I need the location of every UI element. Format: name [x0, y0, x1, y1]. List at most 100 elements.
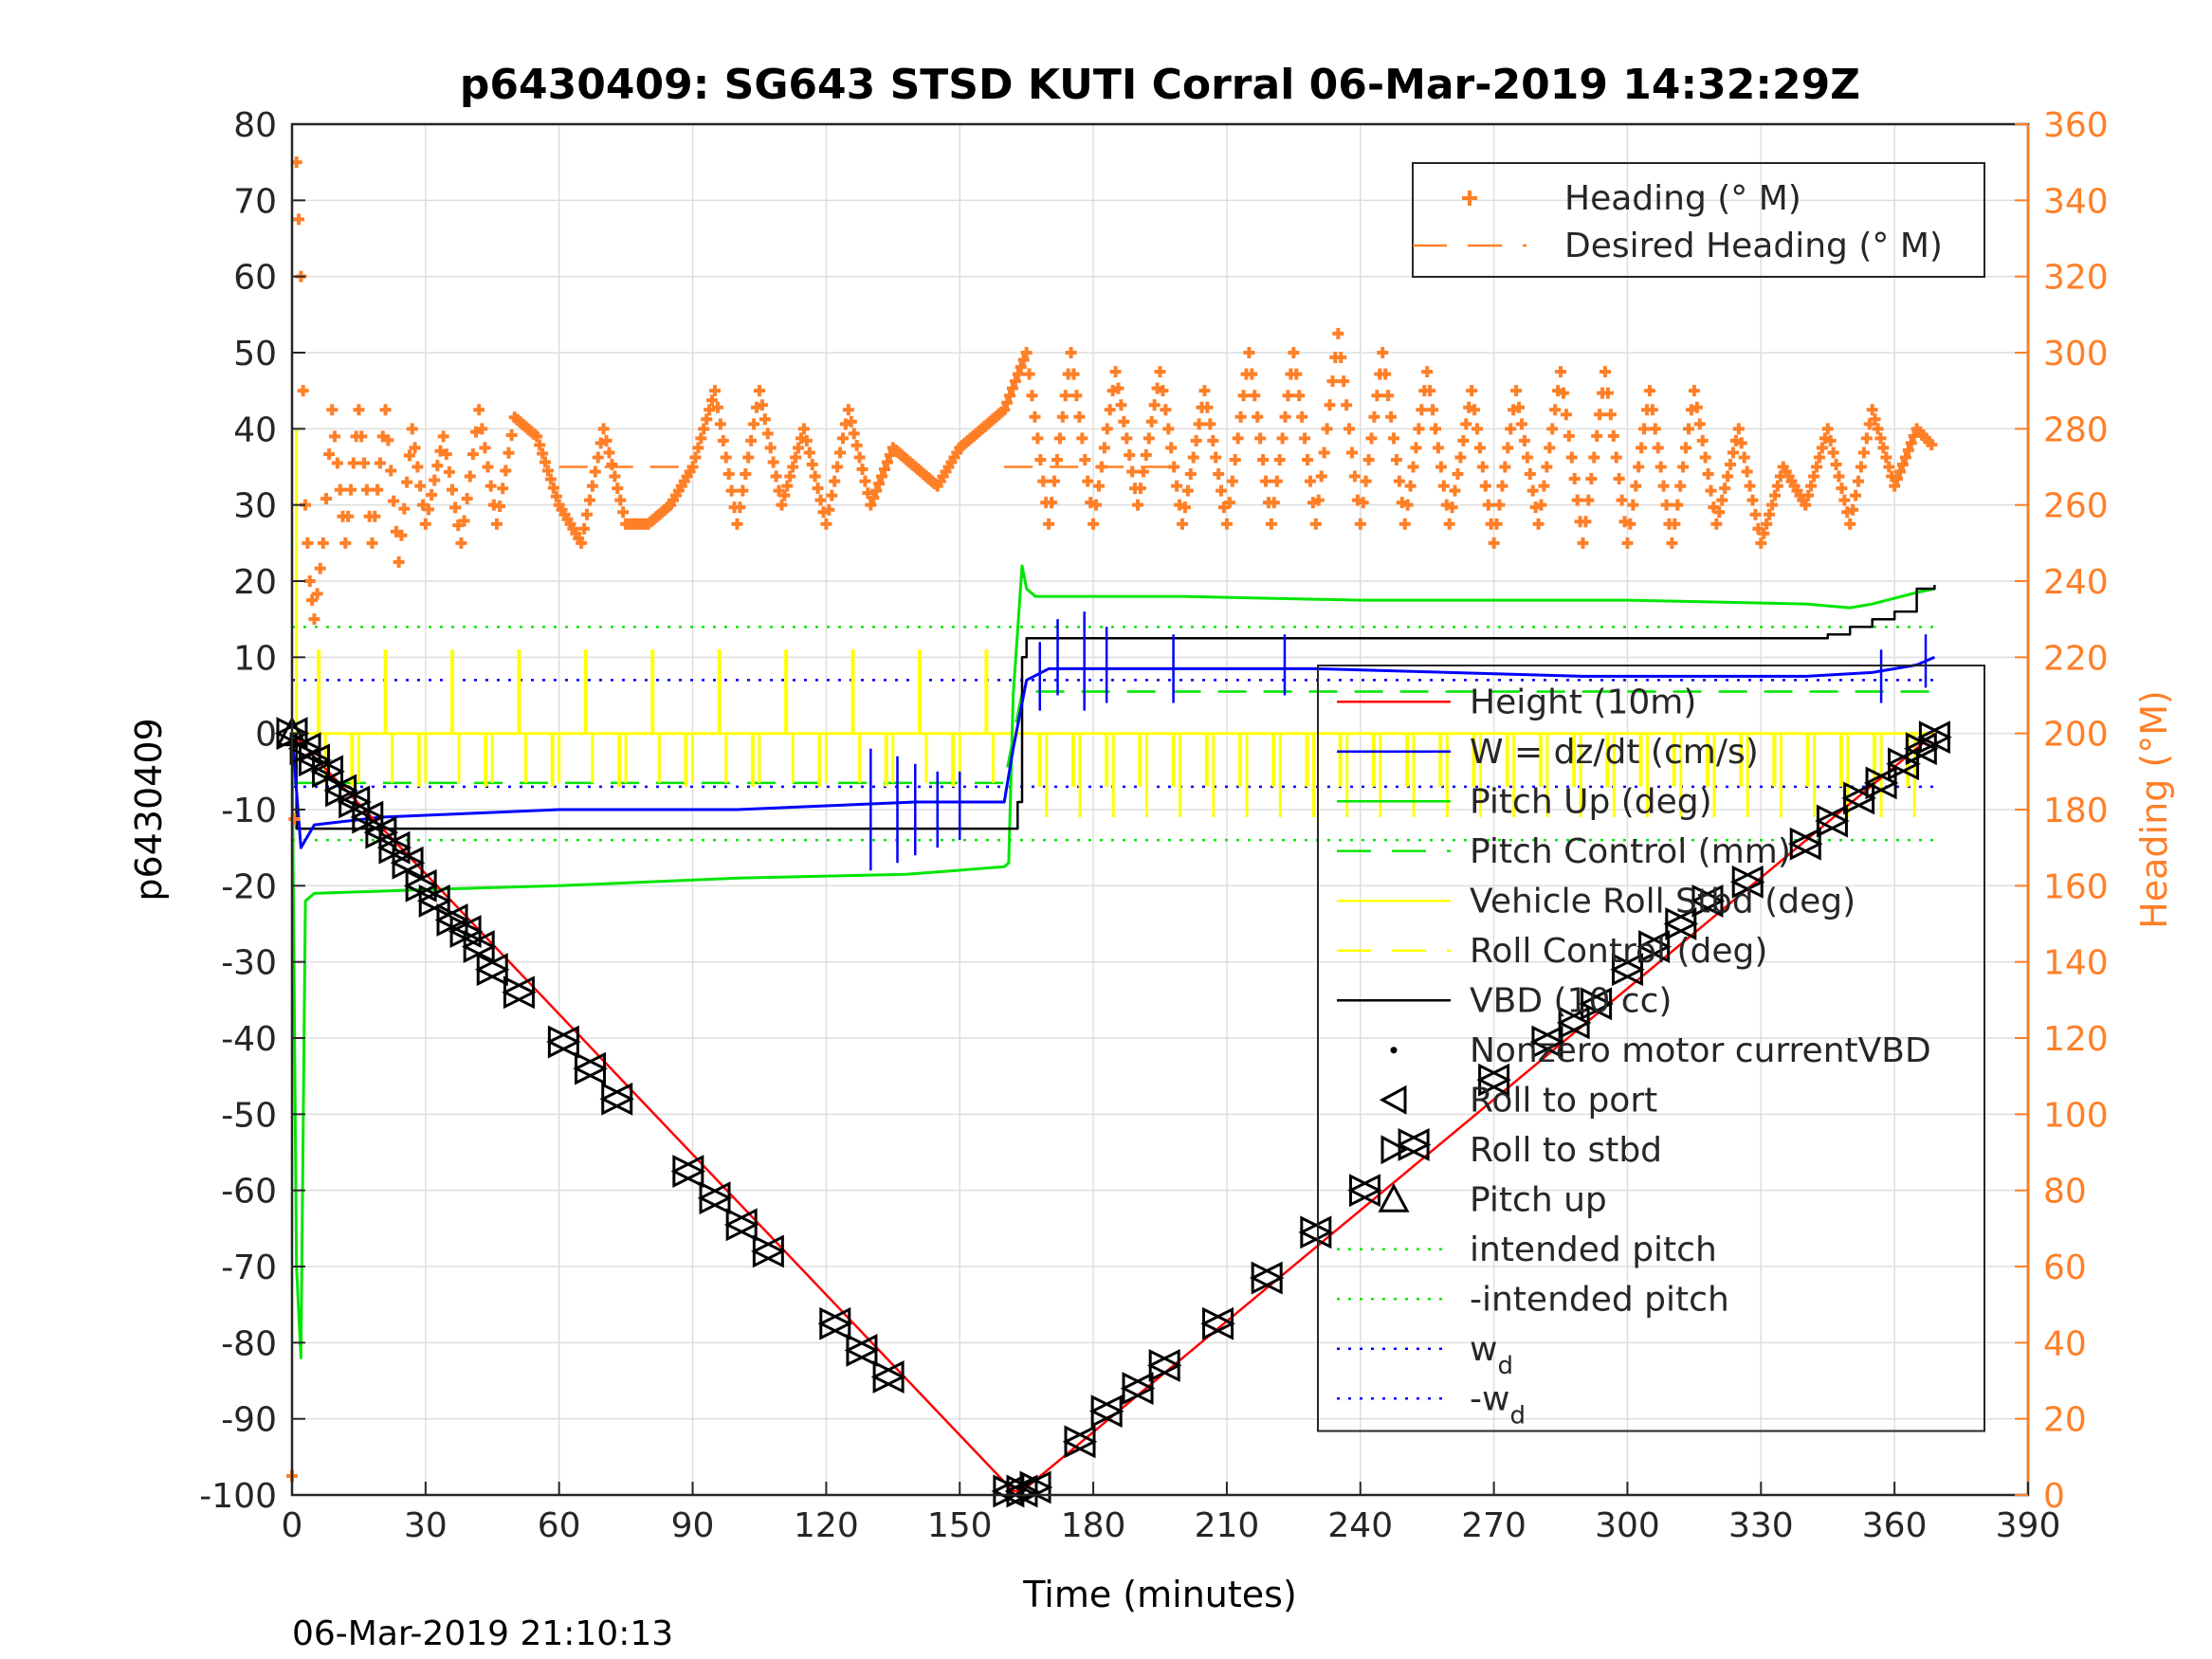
heading-point: [823, 503, 835, 516]
heading-point: [1479, 480, 1491, 492]
heading-point: [1582, 494, 1595, 506]
heading-point: [503, 447, 515, 459]
heading-point: [740, 468, 752, 481]
x-tick-label: 90: [671, 1506, 715, 1545]
heading-point: [1899, 451, 1911, 464]
heading-point: [1037, 475, 1050, 487]
heading-point: [1390, 453, 1402, 465]
heading-point: [1098, 442, 1110, 454]
heading-point: [1168, 461, 1180, 473]
legend-entry-label: Pitch up: [1470, 1180, 1607, 1219]
heading-point: [737, 484, 749, 497]
heading-point: [1145, 415, 1158, 428]
x-tick-label: 240: [1327, 1506, 1393, 1545]
heading-point: [709, 385, 722, 397]
heading-point: [409, 442, 421, 454]
heading-point: [1457, 434, 1470, 447]
heading-point: [1387, 432, 1399, 445]
heading-point: [1216, 484, 1228, 497]
heading-point: [1118, 415, 1130, 428]
heading-point: [360, 483, 373, 496]
y-tick-label-right: 140: [2043, 944, 2109, 983]
heading-point: [797, 423, 810, 435]
legend-swatch: [1380, 1135, 1409, 1165]
heading-point: [1090, 499, 1103, 511]
heading-point: [437, 430, 449, 443]
heading-point: [395, 529, 408, 541]
heading-point: [1252, 410, 1264, 423]
heading-point: [1716, 494, 1728, 506]
heading-point: [1073, 410, 1086, 423]
heading-point: [850, 439, 863, 451]
heading-point: [742, 451, 755, 464]
heading-point: [606, 458, 618, 470]
heading-point: [323, 448, 336, 461]
heading-point: [1079, 453, 1091, 465]
legend-swatch: [1378, 1183, 1410, 1212]
heading-point: [1249, 390, 1261, 402]
y-tick-label-right: 120: [2043, 1020, 2109, 1059]
x-tick-label: 150: [927, 1506, 993, 1545]
heading-point: [1232, 432, 1244, 445]
heading-point: [339, 537, 352, 549]
heading-point: [1243, 347, 1255, 358]
heading-point: [1046, 497, 1058, 509]
y-tick-label-left: -20: [221, 867, 277, 906]
heading-point: [1302, 453, 1314, 465]
heading-point: [1265, 518, 1277, 530]
heading-point: [1288, 347, 1300, 358]
heading-point: [1643, 385, 1655, 397]
y-tick-label-left: -80: [221, 1324, 277, 1363]
heading-point: [537, 447, 549, 460]
heading-point: [303, 575, 316, 587]
heading-point: [466, 448, 479, 461]
heading-point: [1454, 451, 1467, 464]
heading-point: [1059, 390, 1071, 402]
roll-to-stbd-marker: [1918, 720, 1952, 755]
roll-to-stbd-marker: [1816, 804, 1850, 838]
heading-point: [302, 537, 314, 549]
heading-point: [617, 506, 630, 519]
heading-point: [1162, 423, 1175, 435]
heading-point: [1710, 518, 1723, 530]
heading-point: [1830, 458, 1842, 470]
heading-point: [759, 413, 771, 426]
heading-point: [1410, 442, 1422, 454]
heading-point: [1649, 423, 1661, 435]
heading-point: [1538, 480, 1550, 492]
heading-point: [836, 432, 849, 445]
heading-point: [1601, 387, 1614, 399]
heading-point: [578, 522, 591, 535]
heading-point: [369, 510, 381, 522]
heading-point: [1705, 484, 1717, 497]
heading-point: [1630, 480, 1642, 492]
roll-to-stbd-marker: [1611, 953, 1645, 987]
heading-point: [1758, 527, 1770, 539]
heading-point: [706, 394, 719, 407]
heading-point: [776, 499, 788, 511]
heading-point: [464, 470, 476, 483]
heading-point: [1109, 366, 1122, 378]
heading-point: [1813, 451, 1825, 464]
heading-point: [1220, 518, 1233, 530]
heading-point: [842, 404, 854, 416]
heading-point: [1571, 494, 1583, 506]
heading-point: [1802, 489, 1815, 501]
heading-point: [576, 537, 588, 549]
y-tick-label-right: 220: [2043, 639, 2109, 678]
heading-point: [398, 502, 411, 515]
legend-swatch: [1462, 191, 1477, 206]
heading-point: [1749, 508, 1762, 520]
heading-point: [1657, 480, 1670, 492]
heading-point: [1056, 410, 1069, 423]
roll-to-stbd-marker: [503, 975, 537, 1010]
heading-point: [787, 461, 799, 473]
y-tick-label-left: 50: [233, 335, 277, 374]
roll-to-stbd-marker: [846, 1333, 880, 1367]
heading-point: [853, 451, 866, 464]
heading-point: [1838, 494, 1851, 506]
heading-point: [1518, 434, 1530, 447]
legend-entry-label: intended pitch: [1470, 1231, 1717, 1269]
heading-point: [756, 399, 768, 411]
roll-to-stbd-marker: [872, 1360, 906, 1394]
